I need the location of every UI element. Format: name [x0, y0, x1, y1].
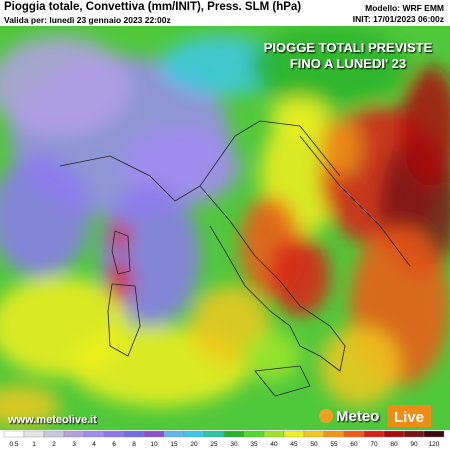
legend-tick: 10	[150, 441, 158, 448]
legend-tick: 120	[429, 441, 440, 448]
rain-area	[108, 259, 132, 303]
legend-tick: 55	[330, 441, 338, 448]
legend-tick: 50	[310, 441, 318, 448]
valid-time: Valida per: lunedì 23 gennaio 2023 22:00…	[4, 15, 171, 25]
rain-area	[0, 156, 90, 276]
legend-swatch	[63, 430, 85, 438]
legend-tick: 70	[370, 441, 378, 448]
corsica	[111, 230, 131, 275]
logo-live: Live	[394, 409, 424, 426]
rain-area	[0, 386, 60, 426]
legend-tick: 6	[112, 441, 116, 448]
legend-swatch	[363, 430, 385, 438]
balkan-coast	[299, 135, 411, 267]
legend-swatch	[343, 430, 365, 438]
legend-swatch	[23, 430, 45, 438]
logo-sun	[319, 409, 333, 423]
legend-swatch	[103, 430, 125, 438]
rain-area	[250, 26, 410, 106]
legend-tick: 1	[32, 441, 36, 448]
legend-swatch	[123, 430, 145, 438]
legend-swatch	[3, 430, 25, 438]
sardinia	[107, 283, 141, 357]
rain-area	[320, 326, 400, 406]
watermark: www.meteolive.it	[7, 414, 97, 426]
legend-swatch	[243, 430, 265, 438]
legend: 0.5 1 2 3 4 6 8 10 15 20 25 30 35 40 45 50 55 60 70 80 90 120	[0, 430, 450, 450]
legend-tick: 45	[290, 441, 298, 448]
legend-tick: 2	[52, 441, 56, 448]
overlay-line: FINO A LUNEDI' 23	[290, 56, 406, 71]
logo-meteo: Meteo	[336, 408, 379, 425]
legend-tick: 8	[132, 441, 136, 448]
title: Pioggia totale, Convettiva (mm/INIT), Pr…	[4, 1, 302, 13]
legend-swatch	[203, 430, 225, 438]
rain-area	[270, 96, 330, 136]
init: INIT: 17/01/2023 06:00z	[352, 14, 444, 24]
legend-swatch	[423, 430, 445, 438]
legend-swatch	[163, 430, 185, 438]
legend-tick: 60	[350, 441, 358, 448]
rain-area	[270, 236, 330, 316]
rain-area	[400, 66, 450, 186]
legend-swatch	[263, 430, 285, 438]
legend-swatch	[143, 430, 165, 438]
sicily	[254, 365, 311, 397]
legend-swatch	[183, 430, 205, 438]
legend-tick: 25	[210, 441, 218, 448]
legend-tick: 20	[190, 441, 198, 448]
logo: Meteo Live	[319, 405, 431, 427]
legend-swatch	[383, 430, 405, 438]
coastlines	[59, 120, 411, 397]
rain-area	[320, 116, 360, 176]
legend-tick: 0.5	[9, 441, 18, 448]
legend-swatch	[403, 430, 425, 438]
rain-area	[160, 36, 280, 96]
legend-swatch	[223, 430, 245, 438]
legend-swatch	[43, 430, 65, 438]
model: Modello: WRF EMM	[365, 3, 444, 13]
legend-tick: 4	[92, 441, 96, 448]
legend-tick: 90	[410, 441, 418, 448]
rain-area	[110, 221, 130, 251]
overlay-line: PIOGGE TOTALI PREVISTE	[264, 40, 433, 55]
legend-tick: 30	[230, 441, 238, 448]
legend-tick: 80	[390, 441, 398, 448]
legend-tick: 35	[250, 441, 258, 448]
legend-tick: 3	[72, 441, 76, 448]
legend-tick: 40	[270, 441, 278, 448]
border	[59, 120, 341, 202]
italy-coast	[199, 185, 346, 372]
legend-swatch	[303, 430, 325, 438]
logo-box	[387, 405, 431, 427]
legend-swatch	[283, 430, 305, 438]
legend-swatch	[323, 430, 345, 438]
legend-tick: 15	[170, 441, 178, 448]
rain-area	[0, 36, 130, 136]
legend-swatch	[83, 430, 105, 438]
rain-area	[240, 331, 300, 381]
